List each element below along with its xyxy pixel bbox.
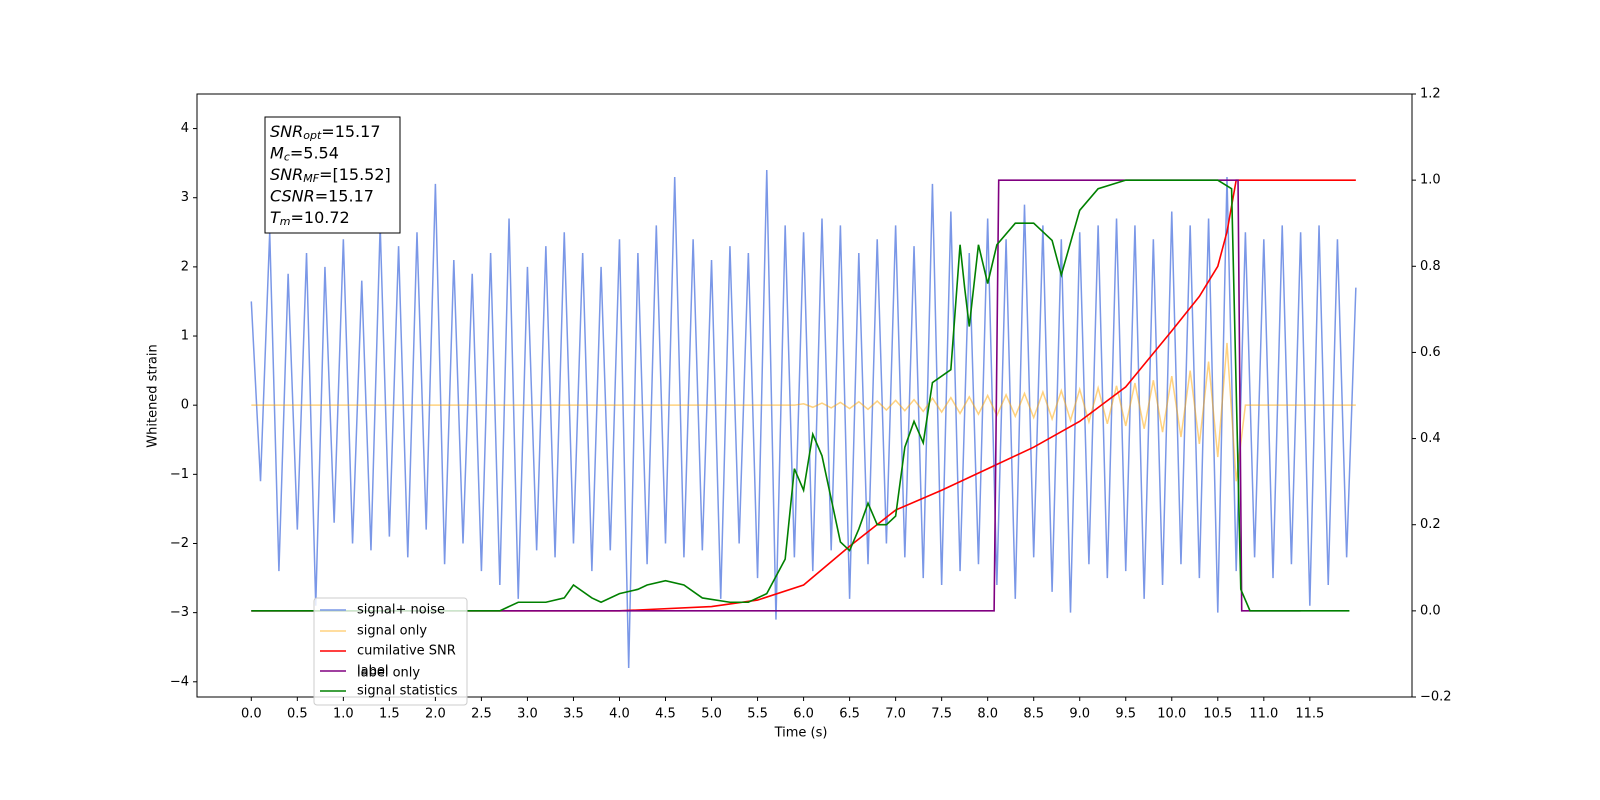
x-tick-label: 6.5 <box>839 707 860 722</box>
x-tick-label: 2.0 <box>425 707 446 722</box>
y2-tick-label: 0.0 <box>1420 603 1441 618</box>
annotation-symbol: T <box>270 208 281 227</box>
series-line <box>251 179 1356 612</box>
y-tick-label: −3 <box>170 605 189 620</box>
y-tick-label: 1 <box>181 329 189 344</box>
x-tick-label: 9.0 <box>1069 707 1090 722</box>
y-tick-label: −4 <box>170 674 189 689</box>
x-tick-label: 9.5 <box>1115 707 1136 722</box>
annotation-text: Mc=5.54 <box>270 143 339 164</box>
legend-label: signal only <box>357 624 427 639</box>
legend-entries: label only signal+ noise signal only cumila… <box>320 603 458 699</box>
x-tick-label: 0.5 <box>287 707 308 722</box>
x-tick-label: 10.5 <box>1203 707 1232 722</box>
x-tick-label: 8.5 <box>1023 707 1044 722</box>
x-tick-label: 8.0 <box>977 707 998 722</box>
legend-label: label <box>357 664 388 679</box>
y-tick-label: 4 <box>181 121 189 136</box>
x-tick-label: 1.0 <box>333 707 354 722</box>
annotation-value: =15.17 <box>321 122 380 141</box>
x-tick-label: 1.5 <box>379 707 400 722</box>
annotation-text: SNRopt=15.17 <box>270 122 381 143</box>
y-tick-label: −1 <box>170 467 189 482</box>
x-axis-label: Time (s) <box>774 726 828 741</box>
annotation-text: CSNR=15.17 <box>270 186 374 205</box>
y2-tick-label: 0.6 <box>1420 345 1441 360</box>
x-tick-label: 10.0 <box>1157 707 1186 722</box>
annotation-value: =[15.52] <box>319 165 391 184</box>
x-tick-label: 7.5 <box>931 707 952 722</box>
x-tick-label: 0.0 <box>241 707 262 722</box>
x-tick-label: 3.0 <box>517 707 538 722</box>
legend-label: label only <box>357 666 420 681</box>
annotation-symbol: SNR <box>270 122 303 141</box>
x-tick-label: 4.5 <box>655 707 676 722</box>
series-line <box>251 179 1350 612</box>
x-tick-label: 7.0 <box>885 707 906 722</box>
y2-tick-label: 0.4 <box>1420 431 1441 446</box>
y2-tick-label: 1.0 <box>1420 173 1441 188</box>
y-tick-label: 0 <box>181 398 189 413</box>
x-tick-label: 6.0 <box>793 707 814 722</box>
plot-lines <box>250 170 1357 668</box>
legend-label: signal statistics <box>357 684 458 699</box>
x-tick-label: 4.0 <box>609 707 630 722</box>
y-tick-label: 3 <box>181 190 189 205</box>
series-line <box>251 342 1356 482</box>
annotation-symbol: CSNR <box>270 186 315 205</box>
legend-label: signal+ noise <box>357 603 445 618</box>
x-tick-label: 5.5 <box>747 707 768 722</box>
annotation-subscript: opt <box>303 129 322 142</box>
y2-tick-label: 0.2 <box>1420 517 1441 532</box>
annotation-text: Tm=10.72 <box>270 208 350 229</box>
x-tick-label: 11.0 <box>1249 707 1278 722</box>
x-tick-label: 3.5 <box>563 707 584 722</box>
x-tick-label: 11.5 <box>1295 707 1324 722</box>
annotation-symbol: M <box>270 143 284 162</box>
annotation-subscript: c <box>284 151 290 164</box>
annotation: SNRopt=15.17Mc=5.54SNRMF=[15.52]CSNR=15.… <box>270 122 391 229</box>
axes-frame <box>196 93 1413 698</box>
legend-label: cumilative SNR <box>357 644 456 659</box>
annotation-value: =10.72 <box>291 208 350 227</box>
x-tick-label: 2.5 <box>471 707 492 722</box>
x-tick-label: 5.0 <box>701 707 722 722</box>
annotation-subscript: MF <box>303 172 319 185</box>
annotation-symbol: SNR <box>270 165 303 184</box>
y2-tick-label: 1.2 <box>1420 87 1441 102</box>
annotation-value: =5.54 <box>290 143 339 162</box>
annotation-subscript: m <box>280 215 291 228</box>
y-tick-label: −2 <box>170 536 189 551</box>
y2-tick-label: −0.2 <box>1420 690 1452 705</box>
annotation-value: =15.17 <box>315 186 374 205</box>
series-line <box>250 170 1357 668</box>
annotation-text: SNRMF=[15.52] <box>270 165 391 186</box>
y2-tick-label: 0.8 <box>1420 259 1441 274</box>
annotation-box <box>264 116 401 234</box>
legend <box>313 597 468 706</box>
y-tick-label: 2 <box>181 259 189 274</box>
y-axis-label: Whitened strain <box>146 344 161 447</box>
